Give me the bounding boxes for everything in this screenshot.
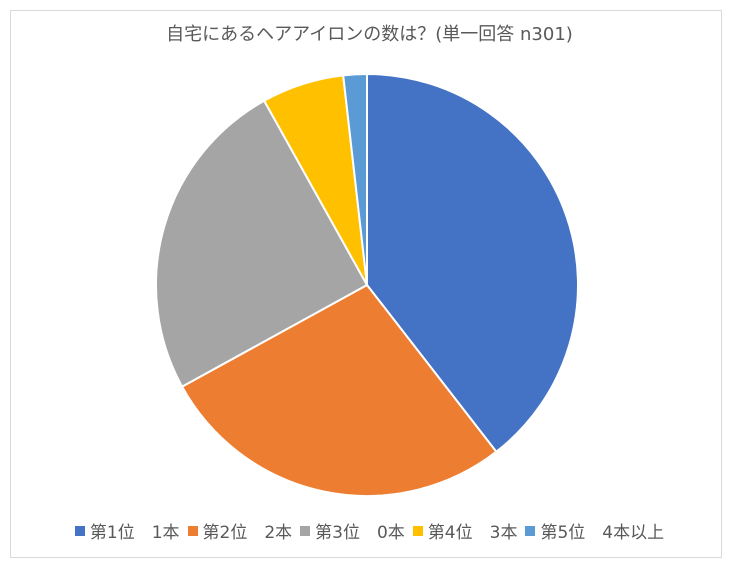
legend-item-1: 第1位 1本 — [74, 518, 180, 543]
legend-item-2: 第2位 2本 — [187, 518, 293, 543]
legend-label-4: 第4位 3本 — [427, 523, 518, 543]
legend-swatch-2 — [187, 525, 198, 536]
legend-label-3: 第3位 0本 — [315, 523, 405, 543]
legend-label-2: 第2位 2本 — [202, 523, 293, 543]
legend-swatch-5 — [525, 525, 536, 536]
pie-slice-1 — [366, 73, 579, 453]
legend-label-5: 第5位 4本以上 — [540, 523, 665, 543]
pie-slice-5 — [342, 73, 368, 286]
chart-title: 自宅にあるヘアアイロンの数は？(単一回答 n301) — [166, 24, 573, 45]
legend-item-3: 第3位 0本 — [300, 518, 405, 543]
legend-item-4: 第4位 3本 — [412, 518, 518, 543]
pie-slice-2 — [181, 284, 498, 497]
pie-slice-3 — [155, 99, 368, 388]
legend-swatch-3 — [300, 525, 311, 536]
legend-label-1: 第1位 1本 — [89, 523, 180, 543]
legend-item-5: 第5位 4本以上 — [525, 518, 664, 543]
legend: 第1位 1本 第2位 2本 第3位 0本 第4位 3本 第5位 4本以上 — [0, 518, 739, 543]
legend-swatch-1 — [74, 525, 85, 536]
legend-swatch-4 — [412, 525, 423, 536]
